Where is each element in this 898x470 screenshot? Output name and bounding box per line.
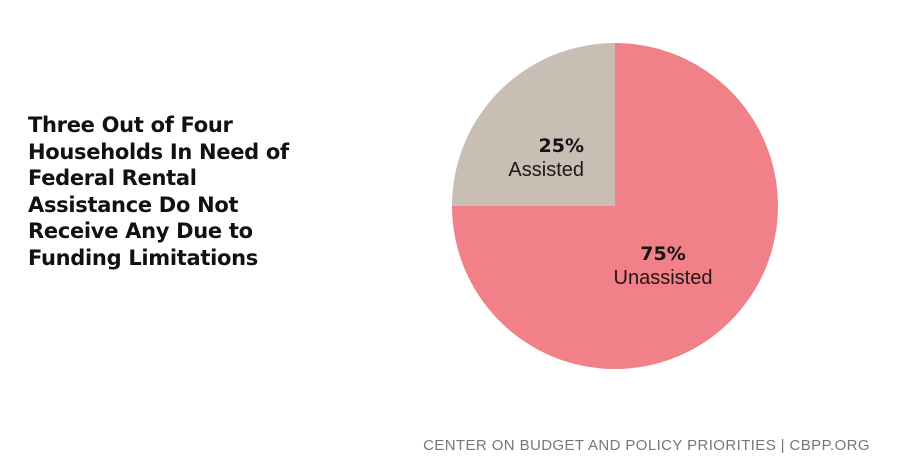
slice-label-name-unassisted: Unassisted — [614, 267, 713, 289]
slice-label-name-assisted: Assisted — [508, 159, 584, 181]
title-line: Three Out of Four — [28, 113, 233, 137]
slice-label-percent-unassisted: 75% — [640, 243, 685, 265]
title-line: Assistance Do Not — [28, 192, 239, 217]
pie-slice-assisted — [452, 43, 615, 206]
source-footer: CENTER ON BUDGET AND POLICY PRIORITIES |… — [423, 437, 870, 454]
title-line: Funding Limitations — [28, 245, 259, 270]
pie-slice-unassisted — [452, 43, 778, 369]
slice-label-percent-assisted: 25% — [539, 135, 584, 157]
title-line: Federal Rental — [28, 166, 197, 190]
title-line: Receive Any Due to — [28, 219, 253, 243]
title-line: Households In Need of — [28, 139, 289, 164]
chart-title: Three Out of Four Households In Need of … — [28, 112, 348, 271]
